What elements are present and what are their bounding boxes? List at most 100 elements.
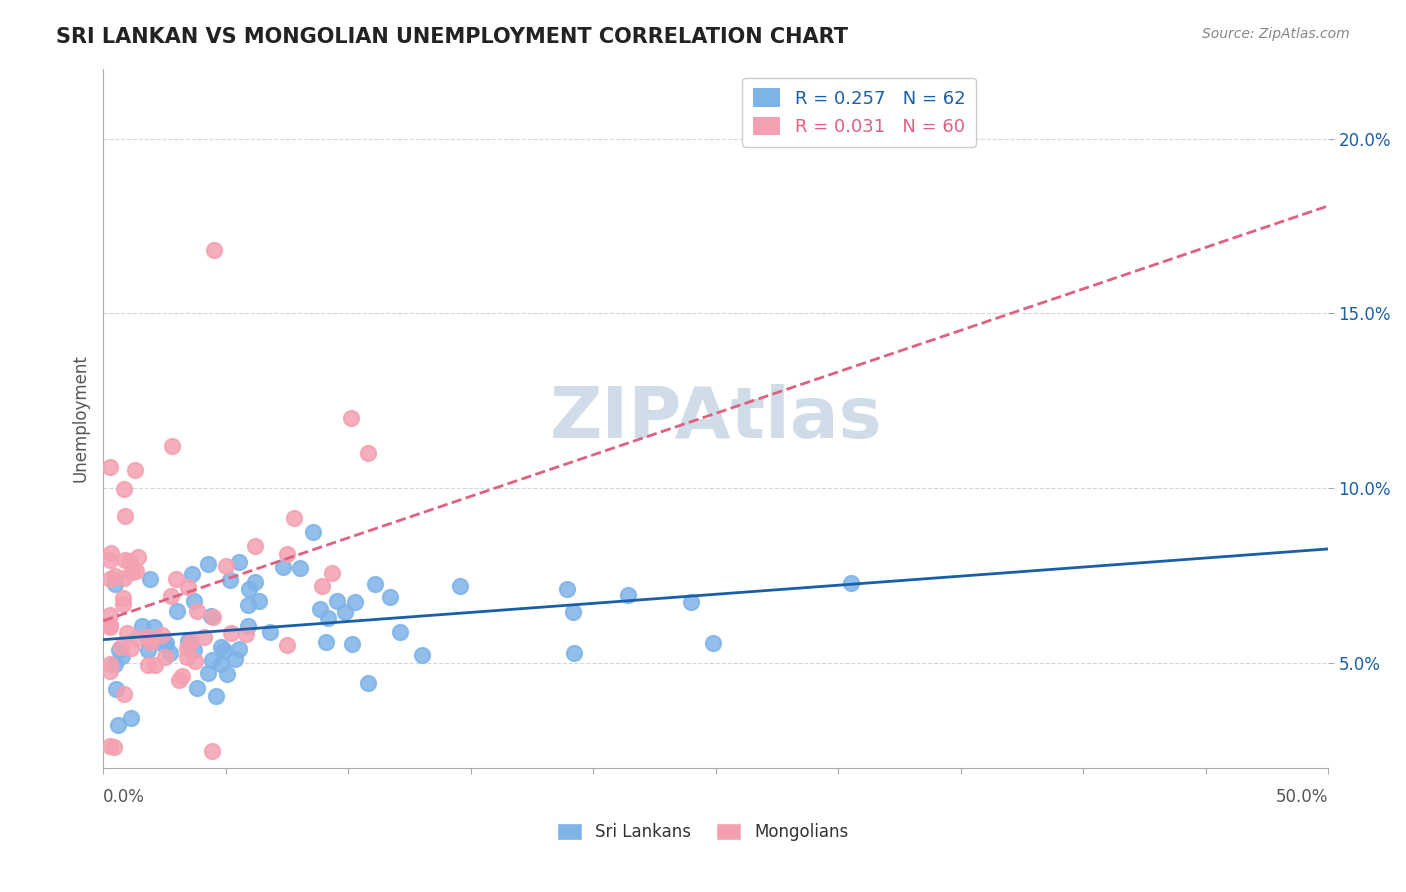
Point: [209, 657, 232, 671]
Point: [177, 633, 200, 648]
Point: [118, 554, 141, 568]
Point: [344, 595, 367, 609]
Point: [357, 676, 380, 690]
Point: [449, 579, 471, 593]
Text: ZIPAtlas: ZIPAtlas: [550, 384, 882, 453]
Point: [201, 744, 224, 758]
Point: [183, 654, 205, 668]
Point: [245, 540, 267, 554]
Point: [557, 582, 579, 596]
Point: [340, 636, 363, 650]
Point: [179, 634, 201, 648]
Point: [183, 643, 205, 657]
Point: [235, 627, 257, 641]
Point: [111, 649, 134, 664]
Point: [160, 440, 183, 454]
Point: [150, 627, 173, 641]
Point: [112, 571, 135, 585]
Point: [259, 624, 281, 639]
Point: [238, 582, 260, 596]
Point: [276, 638, 298, 652]
Point: [200, 608, 222, 623]
Point: [112, 591, 135, 605]
Legend: Sri Lankans, Mongolians: Sri Lankans, Mongolians: [550, 816, 856, 848]
Point: [315, 635, 337, 649]
Point: [839, 576, 862, 591]
Point: [100, 546, 122, 560]
Point: [136, 657, 159, 672]
Point: [215, 559, 238, 574]
Point: [356, 446, 378, 460]
Point: [155, 636, 177, 650]
Point: [238, 619, 260, 633]
Point: [290, 561, 312, 575]
Y-axis label: Unemployment: Unemployment: [72, 354, 89, 483]
Point: [107, 717, 129, 731]
Point: [197, 665, 219, 680]
Point: [176, 649, 198, 664]
Point: [120, 640, 142, 655]
Point: [136, 643, 159, 657]
Point: [205, 689, 228, 703]
Point: [411, 648, 433, 662]
Point: [215, 666, 238, 681]
Point: [335, 605, 357, 619]
Point: [176, 641, 198, 656]
Point: [212, 642, 235, 657]
Point: [104, 569, 127, 583]
Point: [283, 511, 305, 525]
Point: [139, 572, 162, 586]
Point: [100, 620, 122, 634]
Text: 50.0%: 50.0%: [1275, 788, 1329, 806]
Point: [276, 547, 298, 561]
Point: [100, 607, 122, 622]
Point: [105, 681, 128, 696]
Point: [100, 657, 122, 671]
Point: [311, 579, 333, 593]
Text: Source: ZipAtlas.com: Source: ZipAtlas.com: [1202, 27, 1350, 41]
Point: [321, 566, 343, 580]
Point: [181, 566, 204, 581]
Point: [325, 594, 347, 608]
Point: [115, 626, 138, 640]
Point: [167, 673, 190, 687]
Point: [219, 573, 242, 587]
Text: 0.0%: 0.0%: [103, 788, 145, 806]
Point: [388, 625, 411, 640]
Point: [302, 525, 325, 540]
Point: [364, 577, 387, 591]
Point: [100, 664, 122, 678]
Point: [127, 550, 149, 565]
Point: [100, 553, 122, 567]
Point: [100, 739, 122, 753]
Point: [112, 597, 135, 611]
Point: [100, 572, 122, 586]
Point: [159, 646, 181, 660]
Point: [104, 577, 127, 591]
Point: [219, 626, 242, 640]
Point: [104, 657, 127, 671]
Point: [308, 602, 330, 616]
Point: [616, 588, 638, 602]
Point: [271, 559, 294, 574]
Point: [243, 575, 266, 590]
Point: [153, 638, 176, 652]
Point: [238, 599, 260, 613]
Point: [107, 643, 129, 657]
Point: [247, 594, 270, 608]
Point: [340, 411, 363, 425]
Point: [120, 711, 142, 725]
Point: [143, 620, 166, 634]
Point: [100, 460, 122, 475]
Point: [197, 558, 219, 572]
Point: [165, 572, 187, 586]
Point: [228, 556, 250, 570]
Point: [136, 630, 159, 644]
Point: [114, 553, 136, 567]
Point: [103, 740, 125, 755]
Point: [183, 594, 205, 608]
Point: [193, 630, 215, 644]
Point: [170, 669, 193, 683]
Point: [224, 652, 246, 666]
Point: [166, 604, 188, 618]
